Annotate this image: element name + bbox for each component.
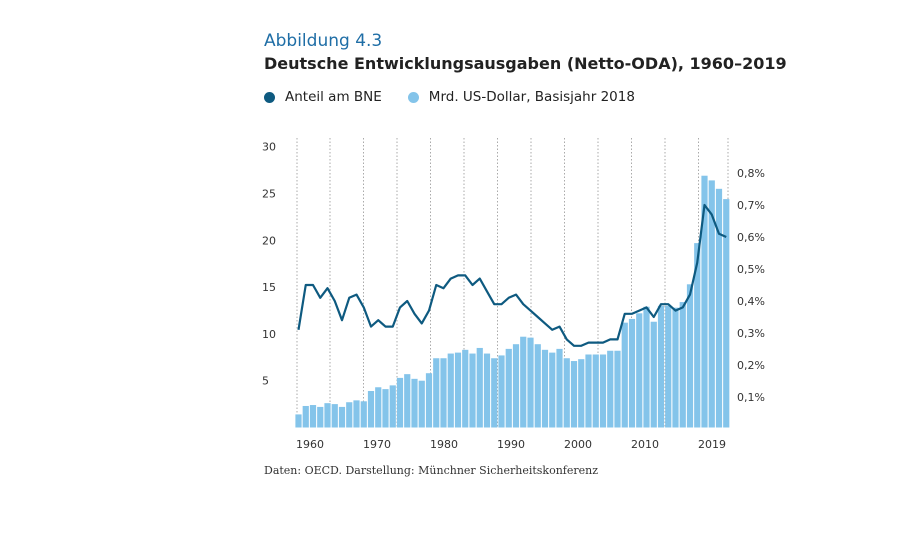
bar-1971	[375, 387, 382, 428]
left-axis: 5 10 15 20 25 30	[262, 141, 276, 388]
bar-1995	[549, 352, 556, 428]
bar-1978	[425, 373, 433, 428]
bar-2002	[599, 354, 607, 428]
x-tick-label: 1960	[296, 438, 324, 451]
bar-2016	[701, 175, 708, 428]
x-tick-label: 2000	[564, 438, 592, 451]
bar-2006	[628, 318, 636, 428]
bar-1992	[527, 337, 534, 428]
bar-1962	[309, 405, 317, 428]
bar-1960	[295, 414, 302, 428]
x-tick-label: 1970	[363, 438, 391, 451]
bar-2009	[650, 321, 657, 428]
bar-1970	[367, 390, 375, 428]
right-tick-label: 0,1%	[737, 391, 765, 404]
bar-1969	[360, 401, 367, 428]
bar-1982	[454, 352, 462, 428]
bar-1980	[440, 358, 447, 428]
bar-1977	[418, 380, 425, 428]
x-axis: 1960 1970 1980 1990 2000 2010 2019	[296, 438, 726, 451]
bar-2013	[679, 302, 686, 428]
left-tick-label: 10	[262, 328, 276, 341]
figure-label: Abbildung 4.3	[264, 31, 383, 51]
bar-1997	[563, 358, 570, 428]
bar-1966	[338, 406, 346, 428]
legend-dot-icon	[264, 91, 275, 103]
bar-1964	[324, 403, 331, 428]
chart-title: Deutsche Entwicklungsausgaben (Netto-ODA…	[264, 54, 787, 73]
bar-1974	[396, 377, 404, 428]
left-tick-label: 30	[262, 141, 276, 154]
bar-1976	[411, 378, 418, 428]
x-tick-label: 2019	[698, 438, 726, 451]
bar-2000	[585, 354, 592, 428]
bar-2017	[708, 180, 715, 428]
bar-2011	[665, 305, 672, 428]
bar-1988	[498, 355, 505, 428]
right-tick-label: 0,5%	[737, 263, 765, 276]
right-tick-label: 0,2%	[737, 359, 765, 372]
bar-2003	[607, 350, 614, 428]
bar-2018	[715, 188, 723, 428]
left-tick-label: 25	[262, 188, 276, 201]
right-tick-label: 0,4%	[737, 295, 765, 308]
left-tick-label: 5	[262, 375, 269, 388]
bar-series	[295, 175, 730, 428]
right-tick-label: 0,8%	[737, 167, 765, 180]
bar-1975	[404, 374, 411, 428]
bar-1981	[447, 353, 454, 428]
bar-2001	[592, 354, 599, 428]
source-note: Daten: OECD. Darstellung: Münchner Siche…	[264, 464, 599, 477]
bar-2004	[614, 350, 621, 428]
left-tick-label: 20	[262, 234, 276, 247]
bar-1984	[469, 353, 476, 428]
bar-2012	[672, 307, 679, 428]
x-tick-label: 1980	[430, 438, 458, 451]
legend-item-usd: Mrd. US-Dollar, Basisjahr 2018	[407, 89, 635, 105]
bar-2008	[643, 306, 650, 428]
legend-dot-icon	[407, 91, 419, 103]
bar-2019	[723, 199, 730, 428]
right-tick-label: 0,6%	[737, 231, 765, 244]
bar-1998	[570, 361, 578, 428]
bar-1973	[389, 385, 396, 428]
bar-1991	[520, 336, 527, 428]
bar-1961	[302, 405, 309, 428]
x-tick-label: 2010	[631, 438, 659, 451]
x-tick-label: 1990	[497, 438, 525, 451]
bar-1989	[505, 348, 512, 428]
bar-1987	[491, 358, 498, 428]
bar-1990	[512, 344, 520, 428]
bar-1963	[317, 406, 324, 428]
gni-share-line	[297, 203, 727, 347]
bar-2015	[694, 243, 701, 428]
bar-2005	[621, 322, 628, 428]
bar-1985	[476, 347, 483, 428]
line-series	[297, 203, 727, 347]
bar-1965	[331, 404, 338, 428]
bar-1994	[541, 349, 549, 428]
bar-1986	[483, 353, 491, 428]
right-axis: 0,1% 0,2% 0,3% 0,4% 0,5% 0,6% 0,7% 0,8%	[737, 167, 765, 404]
legend-label: Mrd. US-Dollar, Basisjahr 2018	[428, 89, 635, 105]
bar-1993	[534, 344, 541, 428]
bar-1983	[462, 349, 469, 428]
legend-label: Anteil am BNE	[285, 89, 382, 105]
right-tick-label: 0,3%	[737, 327, 765, 340]
bar-1972	[382, 389, 389, 428]
bar-1999	[578, 359, 585, 428]
bar-2014	[686, 284, 694, 428]
bar-1979	[433, 358, 440, 428]
left-tick-label: 15	[262, 281, 276, 294]
bar-1996	[556, 348, 563, 428]
bar-1968	[353, 400, 360, 428]
legend: Anteil am BNE Mrd. US-Dollar, Basisjahr …	[264, 89, 661, 105]
bar-2007	[636, 313, 643, 428]
bar-2010	[657, 305, 665, 428]
right-tick-label: 0,7%	[737, 199, 765, 212]
legend-item-gni-share: Anteil am BNE	[264, 89, 382, 105]
bar-1967	[346, 402, 353, 428]
